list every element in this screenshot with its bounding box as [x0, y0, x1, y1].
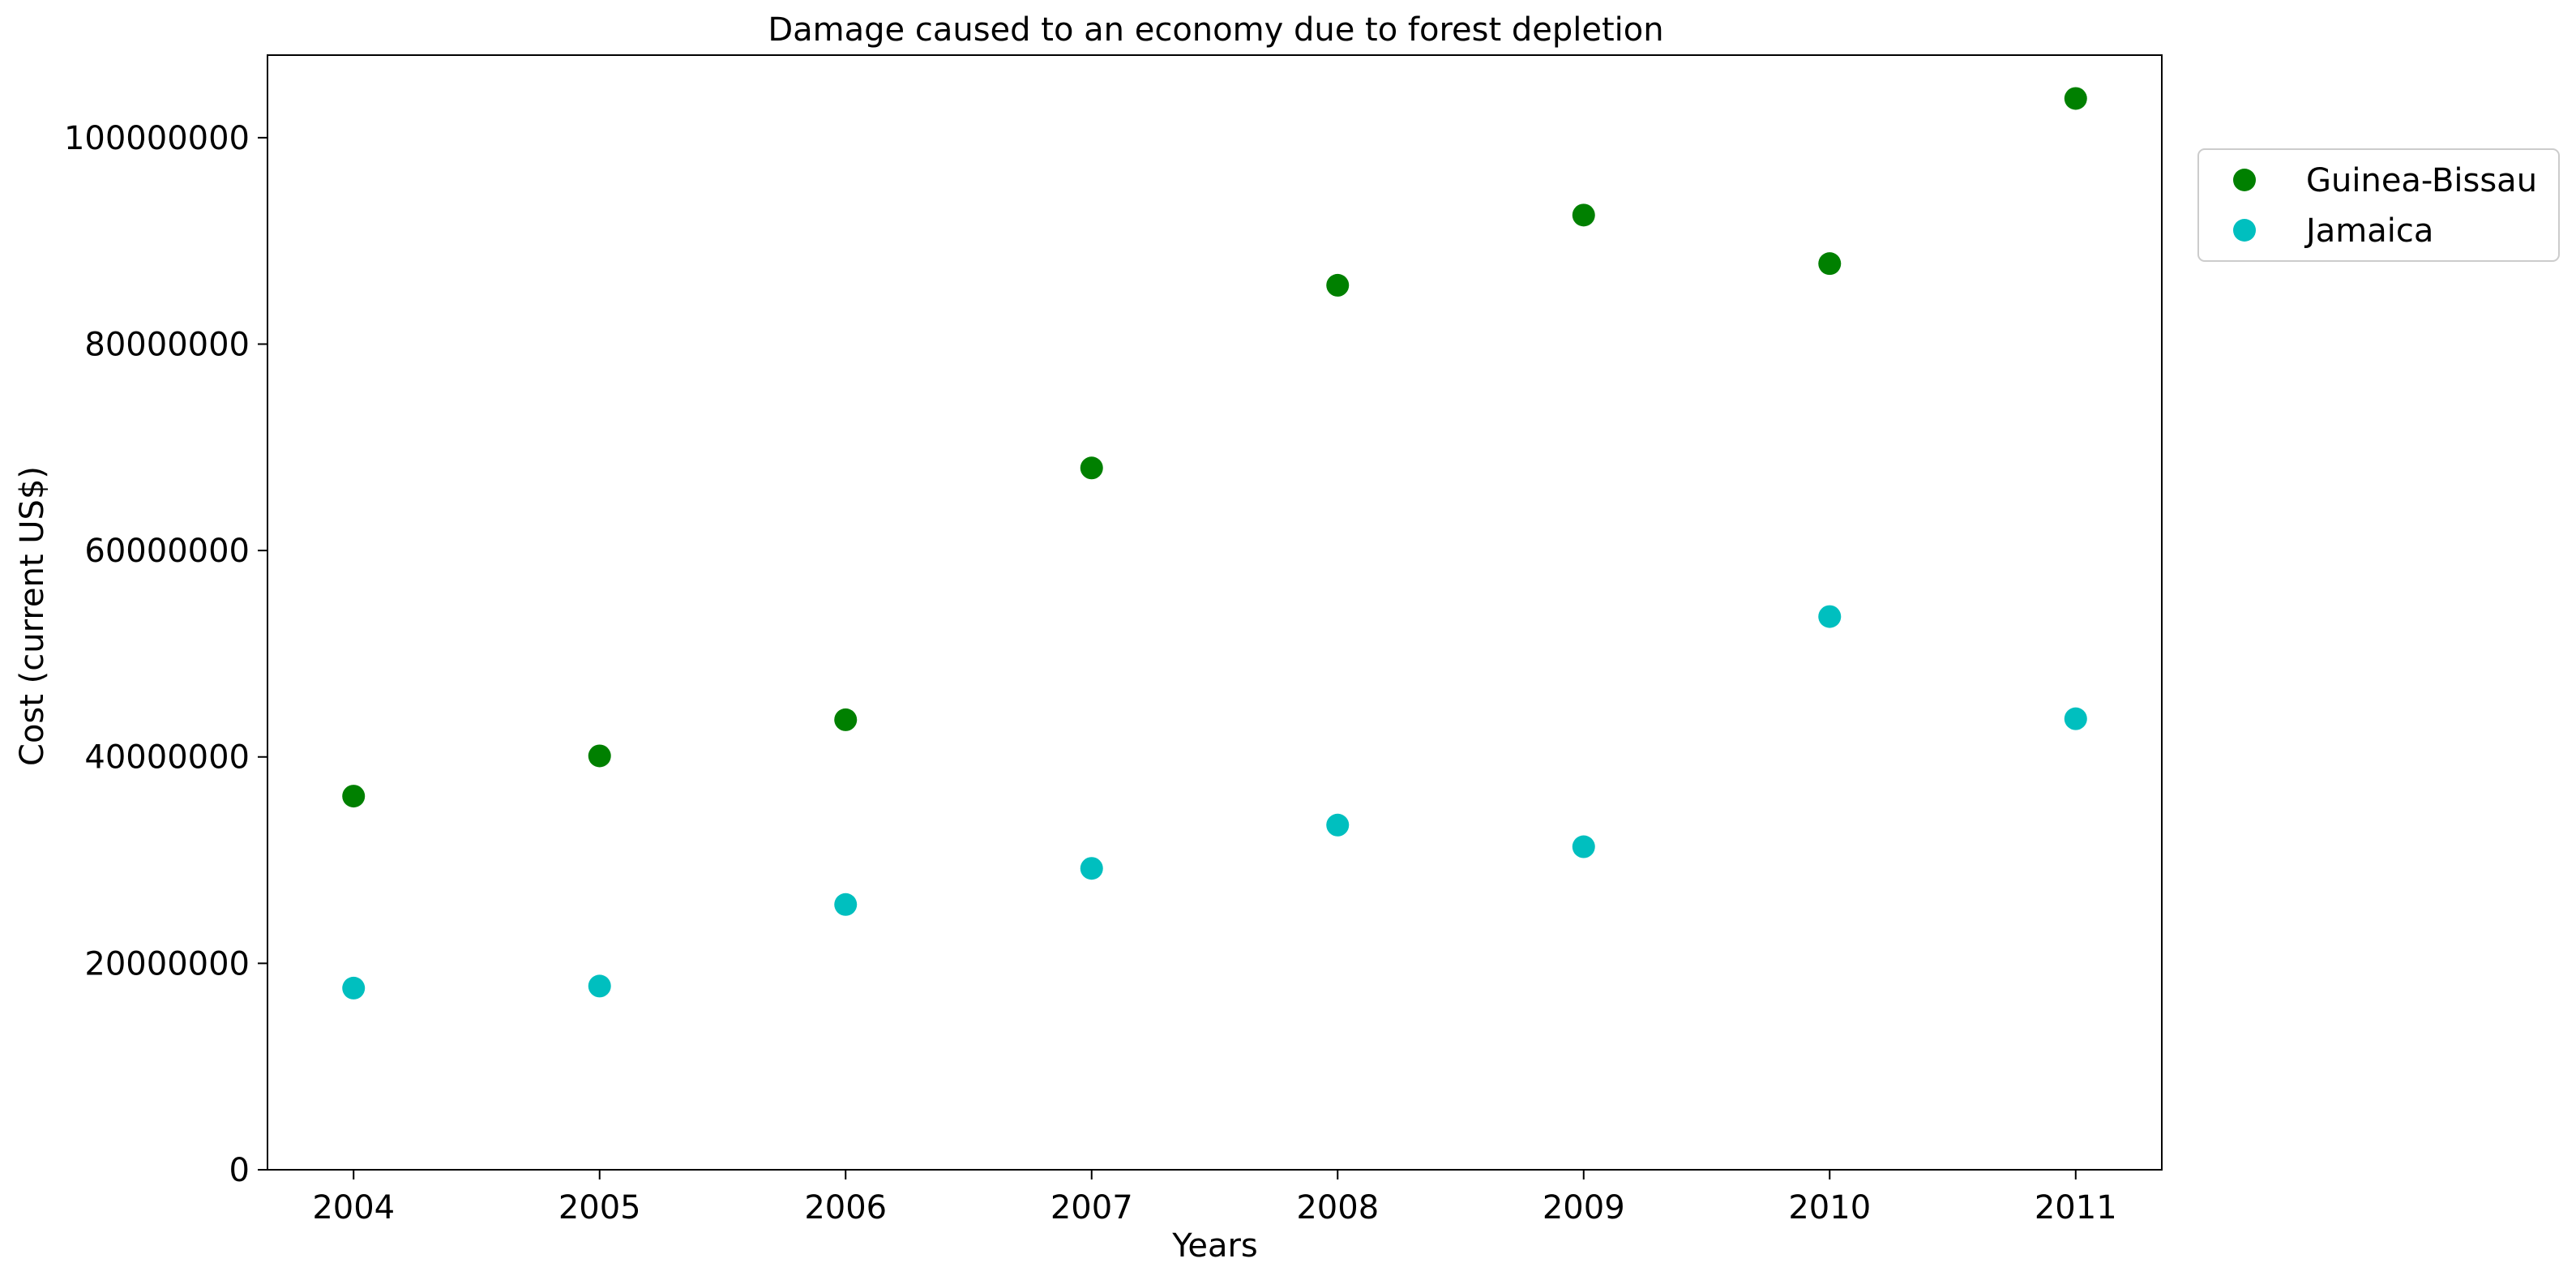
legend-label: Guinea-Bissau: [2306, 162, 2537, 199]
data-point-guinea-bissau: [1818, 252, 1842, 276]
data-points: [342, 87, 2087, 1000]
data-point-jamaica: [1326, 813, 1350, 837]
chart-title: Damage caused to an economy due to fores…: [768, 11, 1663, 49]
x-tick-label: 2009: [1543, 1189, 1625, 1226]
data-point-jamaica: [1080, 857, 1103, 880]
data-point-guinea-bissau: [1326, 273, 1350, 297]
y-axis-label: Cost (current US$): [14, 466, 51, 766]
x-tick-label: 2010: [1788, 1189, 1871, 1226]
legend-marker: [2233, 219, 2256, 242]
legend: Guinea-Bissau Jamaica: [2197, 148, 2560, 262]
data-point-jamaica: [2064, 707, 2087, 730]
x-axis-label: Years: [1171, 1227, 1258, 1265]
x-tick-label: 2008: [1296, 1189, 1379, 1226]
plot-area: 2004 2005 2006 2007 2008 2009 2010 2011 0 2000000…: [64, 54, 2163, 1226]
data-point-guinea-bissau: [342, 785, 366, 808]
legend-marker: [2233, 169, 2256, 191]
data-point-guinea-bissau: [588, 744, 611, 768]
x-tick-label: 2007: [1051, 1189, 1133, 1226]
data-point-guinea-bissau: [1572, 203, 1595, 227]
x-tick-label: 2006: [804, 1189, 887, 1226]
data-point-guinea-bissau: [834, 708, 858, 731]
x-tick-label: 2005: [558, 1189, 641, 1226]
y-tick-label: 80000000: [84, 326, 250, 363]
legend-label: Jamaica: [2304, 212, 2433, 250]
data-point-jamaica: [1818, 605, 1842, 628]
x-tick-label: 2004: [312, 1189, 395, 1226]
data-point-jamaica: [1572, 835, 1595, 858]
data-point-jamaica: [342, 976, 366, 1000]
legend-box: [2197, 148, 2560, 262]
plot-frame: [267, 54, 2163, 1171]
data-point-jamaica: [834, 893, 858, 916]
y-tick-label: 60000000: [84, 533, 250, 570]
x-tick-label: 2011: [2035, 1189, 2117, 1226]
data-point-jamaica: [588, 974, 611, 998]
y-tick-label: 0: [229, 1152, 250, 1189]
y-tick-label: 40000000: [84, 739, 250, 777]
data-point-guinea-bissau: [1080, 456, 1103, 480]
data-point-guinea-bissau: [2064, 87, 2087, 110]
y-tick-label: 100000000: [64, 120, 250, 157]
y-tick-label: 20000000: [84, 945, 250, 982]
